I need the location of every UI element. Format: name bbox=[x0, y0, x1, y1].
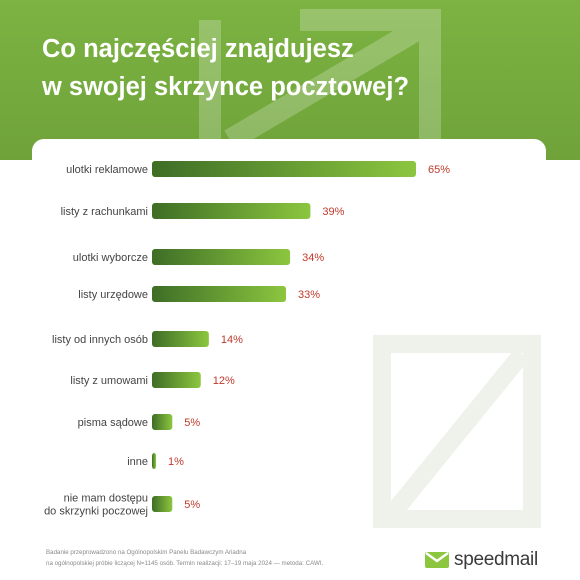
footnote-line-1: Badanie przeprowadzono na Ogólnopolskim … bbox=[46, 549, 247, 556]
title-line-2: w swojej skrzynce pocztowej? bbox=[42, 73, 410, 101]
category-label: inne bbox=[127, 456, 148, 468]
category-label: ulotki reklamowe bbox=[66, 164, 148, 176]
category-label: listy od innych osób bbox=[52, 334, 148, 346]
category-label: ulotki wyborcze bbox=[73, 252, 148, 264]
category-label: pisma sądowe bbox=[78, 417, 148, 429]
value-label: 5% bbox=[184, 417, 200, 429]
chart-card: ulotki reklamowe 65% listy z rachunkami 39%… bbox=[32, 139, 546, 535]
bar-chart: ulotki reklamowe 65% listy z rachunkami 39%… bbox=[44, 161, 450, 518]
value-label: 1% bbox=[168, 456, 184, 468]
value-label: 33% bbox=[298, 289, 320, 301]
bar bbox=[152, 414, 173, 430]
envelope-arrow-icon bbox=[373, 335, 541, 528]
category-label: nie mam dostępu do skrzynki poczowej bbox=[44, 493, 148, 518]
footnote-line-2: na ogólnopolskiej próbie liczącej N=1145… bbox=[46, 559, 324, 567]
value-label: 39% bbox=[322, 206, 344, 218]
speedmail-logo-icon bbox=[425, 552, 449, 568]
speedmail-logo: speedmail bbox=[424, 548, 538, 572]
chart-title: Co najczęściej znajdujesz w swojej skrzy… bbox=[42, 30, 512, 106]
value-label: 12% bbox=[213, 375, 235, 387]
value-label: 14% bbox=[221, 334, 243, 346]
header-band: Co najczęściej znajdujesz w swojej skrzy… bbox=[0, 0, 580, 160]
category-label: listy z umowami bbox=[70, 375, 148, 387]
bar bbox=[152, 496, 173, 512]
bar bbox=[152, 161, 416, 177]
logo-text: speedmail bbox=[454, 549, 538, 570]
category-label: listy urzędowe bbox=[78, 289, 148, 301]
footnote: Badanie przeprowadzono na Ogólnopolskim … bbox=[46, 548, 406, 569]
bar bbox=[152, 453, 157, 469]
bar bbox=[152, 331, 209, 347]
value-label: 65% bbox=[428, 164, 450, 176]
value-label: 34% bbox=[302, 252, 324, 264]
bar bbox=[152, 372, 201, 388]
bar bbox=[152, 249, 291, 265]
bar bbox=[152, 203, 311, 219]
category-label: listy z rachunkami bbox=[61, 206, 148, 218]
title-line-1: Co najczęściej znajdujesz bbox=[42, 35, 354, 63]
bar bbox=[152, 286, 287, 302]
value-label: 5% bbox=[184, 499, 200, 511]
